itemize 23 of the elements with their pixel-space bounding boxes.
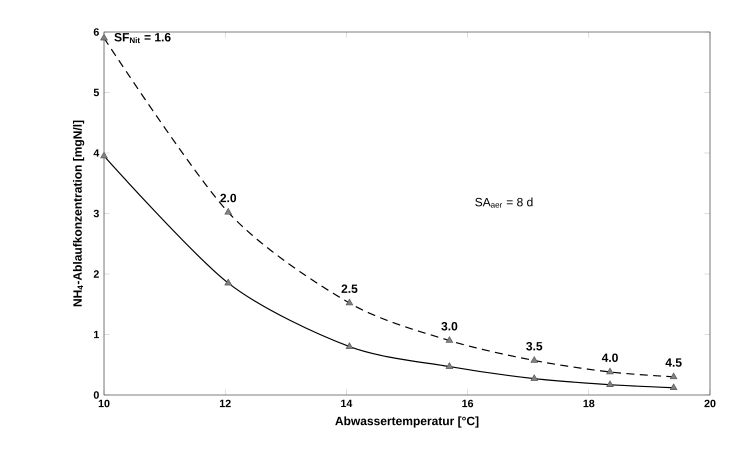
- x-tick-label: 16: [462, 400, 474, 408]
- x-tick-label: 10: [98, 400, 110, 408]
- y-axis-title: NH$_{4}$-Ablaufkonzentration [mgN/l]: [72, 120, 84, 306]
- y-tick-label: 6: [94, 28, 99, 36]
- annotation: 4.0: [602, 353, 618, 362]
- y-tick-label: 1: [94, 330, 99, 338]
- y-tick-label: 3: [94, 210, 99, 218]
- x-axis-title: Abwassertemperatur [°C]: [335, 416, 478, 428]
- annotation: SA$_{aer}$ = 8 d: [475, 198, 532, 208]
- x-tick-label: 18: [584, 400, 594, 408]
- annotation: 2.0: [220, 194, 236, 202]
- y-tick-label: 5: [94, 88, 99, 96]
- x-tick-label: 14: [341, 400, 352, 408]
- annotation: 2.5: [342, 284, 358, 293]
- y-tick-label: 0: [94, 391, 99, 399]
- y-tick-label: 4: [94, 149, 100, 157]
- annotation: 3.5: [526, 342, 542, 350]
- annotation: SF$_{Nit}$ = 1.6: [114, 32, 171, 44]
- x-tick-label: 12: [220, 400, 231, 408]
- x-tick-label: 20: [704, 400, 716, 408]
- y-tick-label: 2: [94, 270, 99, 278]
- annotation: 4.5: [665, 358, 682, 367]
- annotation: 3.0: [441, 322, 458, 330]
